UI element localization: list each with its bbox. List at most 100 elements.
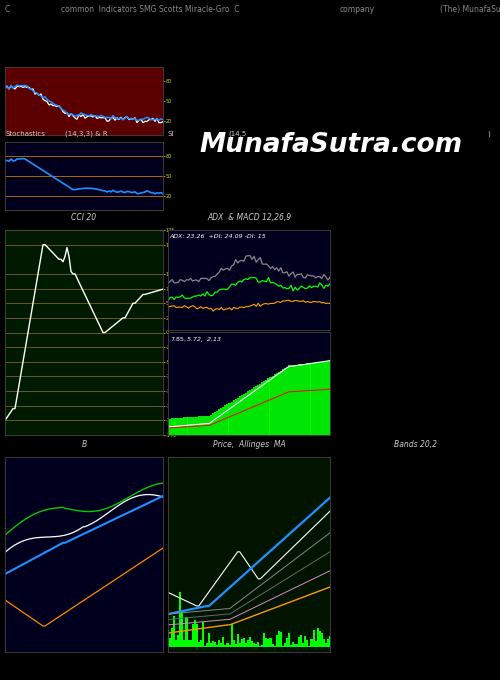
Bar [325,643,327,647]
Bar [316,628,318,647]
Bar [323,639,325,647]
Bar [173,616,175,647]
Bar [274,375,276,435]
Bar [300,634,302,647]
Bar [169,419,171,435]
Text: MunafaSutra.com: MunafaSutra.com [199,133,462,158]
Bar [245,643,247,647]
Bar [202,416,204,435]
Bar [310,363,312,435]
Bar [262,645,264,647]
Bar [234,399,236,435]
Bar [266,379,268,435]
Bar [312,362,314,435]
Bar [329,636,331,647]
Bar [272,643,274,647]
Bar [216,645,218,647]
Bar [278,631,280,647]
Bar [204,416,206,435]
Text: C: C [5,5,10,14]
Bar [262,382,264,435]
Bar [214,412,216,435]
Bar [210,643,212,647]
Bar [224,645,226,647]
Text: ADX: 23.26  +DI: 24.09 -DI: 15: ADX: 23.26 +DI: 24.09 -DI: 15 [170,234,266,239]
Bar [278,372,280,435]
Bar [296,644,298,647]
Bar [208,415,210,435]
Bar [253,388,255,435]
Bar [292,365,294,435]
Bar [214,642,216,647]
Bar [224,405,226,435]
Bar [198,416,200,435]
Bar [314,641,316,647]
Text: $7.85,  $5.72,  2.13: $7.85, $5.72, 2.13 [170,335,222,344]
Bar [320,362,323,435]
Bar [171,418,173,435]
Bar [280,371,282,435]
Bar [222,407,224,435]
Bar [276,635,278,647]
Bar [218,409,220,435]
Bar [190,640,192,647]
Bar [186,418,188,435]
Bar [208,633,210,647]
Bar [184,640,186,647]
Bar [251,389,253,435]
Bar [314,362,316,435]
Bar [280,632,282,647]
Bar [232,641,234,647]
Text: ): ) [487,131,490,137]
Bar [226,643,228,647]
Text: (14,5: (14,5 [228,131,246,137]
Bar [306,363,308,435]
Bar [304,364,306,435]
Bar [247,391,249,435]
Bar [318,631,321,647]
Bar [180,418,182,435]
Bar [288,365,290,435]
Bar [270,377,272,435]
Bar [230,624,232,647]
Text: common  Indicators SMG Scotts Miracle-Gro  C: common Indicators SMG Scotts Miracle-Gro… [61,5,240,14]
Bar [312,630,314,647]
Bar [270,638,272,647]
Bar [196,624,198,647]
Bar [190,417,192,435]
Bar [308,363,310,435]
Bar [245,392,247,435]
Bar [320,633,323,647]
Bar [236,634,239,647]
Bar [318,362,321,435]
Bar [323,361,325,435]
Text: Bands 20,2: Bands 20,2 [394,440,436,449]
Bar [184,418,186,435]
Bar [247,641,249,647]
Text: Stochastics: Stochastics [5,131,45,137]
Bar [180,592,182,647]
Bar [200,641,202,647]
Bar [286,638,288,647]
Bar [192,624,194,647]
Bar [294,644,296,647]
Bar [196,417,198,435]
Bar [200,416,202,435]
Bar [276,373,278,435]
Bar [188,640,190,647]
Bar [212,413,214,435]
Bar [182,418,184,435]
Bar [255,644,257,647]
Bar [282,369,284,435]
Bar [290,645,292,647]
Bar [300,364,302,435]
Text: B: B [82,440,86,449]
Bar [251,641,253,647]
Text: (The) MunafaSutr: (The) MunafaSutr [440,5,500,14]
Bar [210,415,212,435]
Bar [327,639,329,647]
Bar [306,640,308,647]
Bar [266,639,268,647]
Bar [173,418,175,435]
Bar [243,638,245,647]
